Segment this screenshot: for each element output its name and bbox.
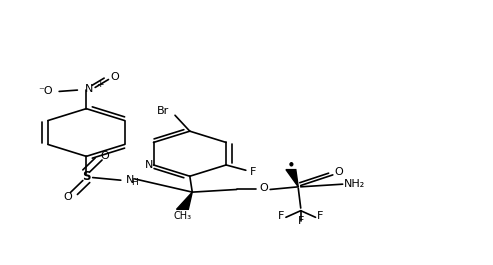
Text: N: N	[144, 160, 153, 170]
Text: +: +	[96, 80, 104, 89]
Text: F: F	[250, 167, 256, 176]
Text: O: O	[101, 151, 109, 161]
Text: H: H	[131, 178, 138, 187]
Text: F: F	[278, 211, 284, 221]
Text: O: O	[334, 167, 343, 177]
Text: ⁻O: ⁻O	[38, 86, 53, 96]
Text: O: O	[259, 183, 268, 193]
Polygon shape	[286, 170, 298, 187]
Text: F: F	[317, 211, 323, 221]
Text: O: O	[110, 72, 119, 82]
Text: Br: Br	[157, 106, 169, 116]
Text: S: S	[82, 170, 91, 183]
Text: ●: ●	[288, 162, 293, 167]
Text: N: N	[85, 84, 93, 94]
Text: N: N	[126, 175, 134, 185]
Text: O: O	[63, 192, 72, 202]
Text: CH₃: CH₃	[174, 211, 191, 221]
Text: NH₂: NH₂	[344, 179, 366, 189]
Polygon shape	[176, 192, 192, 209]
Text: F: F	[298, 216, 304, 226]
